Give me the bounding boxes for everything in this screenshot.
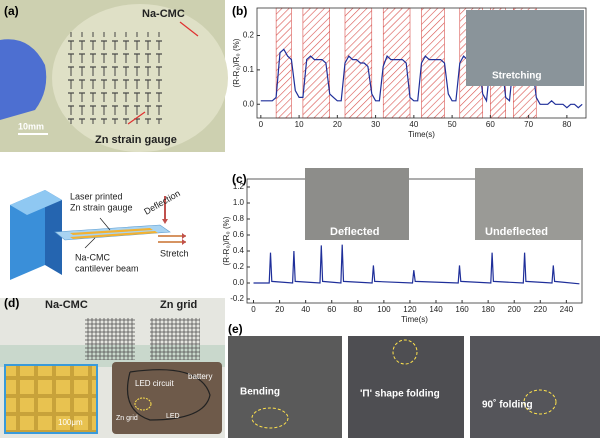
schematic-label: Zn strain gauge	[70, 202, 133, 212]
panel-label: (d)	[4, 296, 19, 310]
x-tick-label: 160	[455, 305, 469, 314]
schematic-label: cantilever beam	[75, 263, 139, 273]
x-tick-label: 20	[333, 120, 342, 129]
schematic-label: Laser printed	[70, 191, 123, 201]
inset-label: Deflected	[330, 226, 380, 238]
inset-photo	[466, 10, 584, 86]
x-tick-label: 240	[560, 305, 574, 314]
x-tick-label: 60	[327, 305, 336, 314]
gauge-label: Zn strain gauge	[95, 134, 177, 146]
material-label: Na-CMC	[142, 8, 185, 20]
y-tick-label: 0.4	[233, 246, 245, 255]
photos-e	[228, 336, 600, 438]
x-tick-label: 140	[429, 305, 443, 314]
y-axis-label: (R-R₀)/R₀ (%)	[232, 38, 241, 87]
photo-d	[0, 298, 225, 438]
x-tick-label: 120	[403, 305, 417, 314]
x-tick-label: 20	[275, 305, 284, 314]
x-tick-label: 40	[301, 305, 310, 314]
data-line	[253, 244, 580, 285]
photo-label: 'Π' shape folding	[360, 389, 440, 400]
y-tick-label: 0.0	[243, 99, 255, 108]
stretch-interval	[275, 7, 292, 119]
x-tick-label: 50	[448, 120, 457, 129]
inset-photo	[475, 168, 583, 240]
x-tick-label: 200	[508, 305, 522, 314]
panel-label: (a)	[4, 4, 19, 18]
y-axis-label: (R-R₀)/R₀ (%)	[222, 216, 231, 265]
y-tick-label: 0.2	[233, 262, 245, 271]
panel-label: (c)	[232, 172, 247, 186]
x-tick-label: 0	[251, 305, 256, 314]
y-tick-label: -0.2	[230, 294, 244, 303]
x-tick-label: 0	[259, 120, 264, 129]
x-tick-label: 180	[481, 305, 495, 314]
inset-label: Stretching	[492, 71, 541, 82]
panel-label: (e)	[228, 322, 243, 336]
panel-label: (b)	[232, 4, 247, 18]
photo-label: 90˚ folding	[482, 399, 533, 411]
stretch-label: Stretch	[160, 248, 189, 258]
photo-a	[0, 0, 228, 152]
stretch-interval	[344, 7, 373, 119]
material-label: Na-CMC	[45, 299, 88, 311]
circuit-label: LED circuit	[135, 379, 174, 388]
x-tick-label: 80	[562, 120, 571, 129]
plot-frame	[256, 7, 587, 119]
grid-label: Zn grid	[116, 415, 138, 422]
schematic-label: Na-CMC	[75, 252, 110, 262]
plot-frame	[246, 178, 583, 304]
scale-label: 10mm	[18, 121, 44, 131]
x-tick-label: 30	[371, 120, 380, 129]
y-tick-label: 0.8	[233, 214, 245, 223]
inset-label: Undeflected	[485, 226, 548, 238]
battery-label: battery	[188, 372, 212, 381]
x-tick-label: 220	[534, 305, 548, 314]
grid-label: Zn grid	[160, 299, 197, 311]
y-tick-label: 0.2	[243, 31, 255, 40]
y-tick-label: 0.1	[243, 65, 255, 74]
x-tick-label: 10	[295, 120, 304, 129]
cantilever-schematic	[10, 190, 186, 280]
y-tick-label: 0.6	[233, 230, 245, 239]
led-label: LED	[166, 413, 180, 420]
y-tick-label: 1.0	[233, 198, 245, 207]
inset-photo	[305, 168, 409, 240]
deflection-label: Deflection	[142, 188, 182, 217]
x-tick-label: 70	[524, 120, 533, 129]
scale-label: 100μm	[58, 418, 83, 427]
x-tick-label: 80	[353, 305, 362, 314]
y-tick-label: 0.0	[233, 278, 245, 287]
y-tick-label: 1.2	[233, 182, 245, 191]
stretch-interval	[421, 7, 445, 119]
x-tick-label: 100	[377, 305, 391, 314]
x-tick-label: 60	[486, 120, 495, 129]
x-axis-label: Time(s)	[408, 130, 435, 139]
x-axis-label: Time(s)	[401, 315, 428, 324]
photo-label: Bending	[240, 387, 280, 398]
x-tick-label: 40	[409, 120, 418, 129]
